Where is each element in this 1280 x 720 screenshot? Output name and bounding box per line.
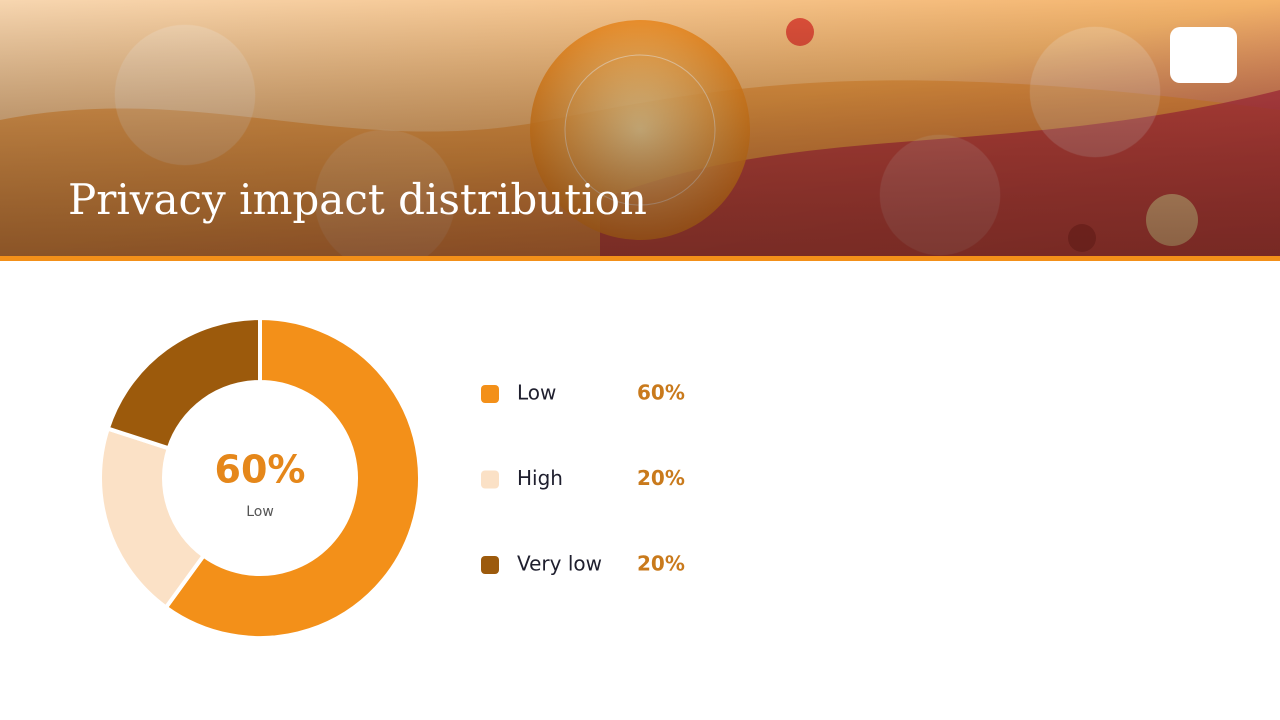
legend-value: 20%	[637, 552, 685, 576]
center-label: Low	[246, 504, 274, 520]
banner	[0, 0, 1280, 271]
legend-value: 20%	[637, 466, 685, 490]
chart-title: Privacy impact distribution	[68, 175, 647, 224]
donut-segment	[98, 426, 207, 611]
legend-swatch	[481, 556, 499, 574]
donut-segment	[163, 315, 422, 640]
legend-swatch	[481, 385, 499, 403]
logo	[1170, 27, 1237, 83]
legend-swatch	[481, 470, 499, 489]
legend-label: Low	[517, 381, 556, 405]
center-value: 60%	[215, 448, 306, 492]
legend-value: 60%	[637, 381, 685, 405]
legend-label: High	[517, 466, 563, 490]
donut-segment	[105, 315, 262, 451]
donut-chart	[98, 315, 422, 640]
legend: Low 60% High 20% Very low 20%	[481, 381, 685, 576]
legend-label: Very low	[517, 552, 602, 576]
